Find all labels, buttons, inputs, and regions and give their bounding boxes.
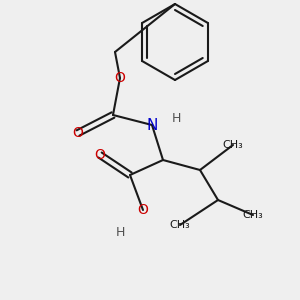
Text: CH₃: CH₃ — [243, 210, 263, 220]
Text: H: H — [115, 226, 125, 238]
Text: O: O — [115, 71, 125, 85]
Text: CH₃: CH₃ — [223, 140, 243, 150]
Text: O: O — [138, 203, 148, 217]
Text: H: H — [171, 112, 181, 124]
Text: O: O — [94, 148, 105, 162]
Text: O: O — [73, 126, 83, 140]
Text: N: N — [146, 118, 158, 133]
Text: CH₃: CH₃ — [169, 220, 190, 230]
